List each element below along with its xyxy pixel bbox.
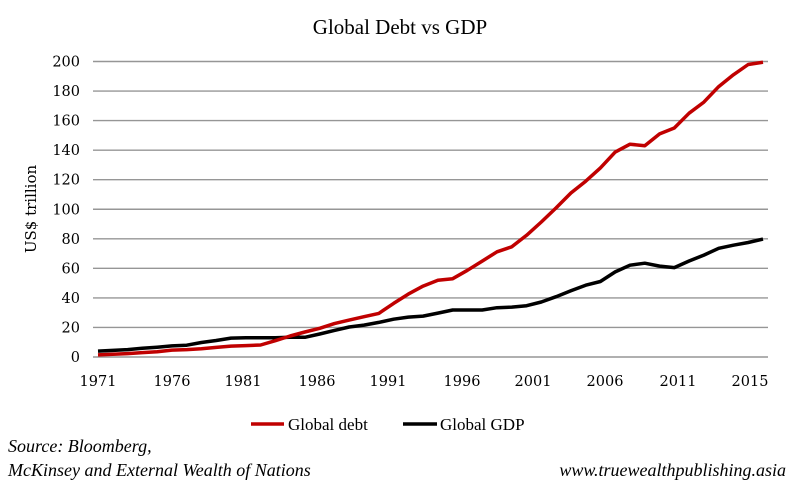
x-tick-label: 1981 [225, 374, 262, 390]
y-tick-label: 120 [52, 173, 80, 189]
x-tick-label: 2006 [587, 374, 624, 390]
y-tick-label: 40 [62, 291, 80, 307]
x-tick-label: 2011 [660, 374, 697, 390]
y-axis-label: US$ trillion [22, 165, 40, 254]
website-credit: www.truewealthpublishing.asia [559, 460, 786, 480]
y-tick-label: 180 [52, 84, 80, 100]
x-tick-label: 1976 [154, 374, 191, 390]
y-tick-label: 80 [62, 232, 80, 248]
y-tick-label: 0 [71, 350, 80, 366]
x-tick-label: 2001 [515, 374, 552, 390]
series-lines [97, 60, 764, 357]
source-line-2: McKinsey and External Wealth of Nations [7, 460, 311, 480]
y-tick-label: 160 [52, 114, 80, 130]
y-axis-ticks: 0 20 40 60 80 100 120 140 160 180 200 [52, 55, 80, 367]
chart-title: Global Debt vs GDP [313, 15, 487, 39]
legend-label-gdp: Global GDP [440, 415, 525, 434]
x-tick-label: 2015 [732, 374, 769, 390]
series-line-global-debt [97, 60, 764, 357]
legend-item-global-gdp: Global GDP [403, 415, 525, 434]
y-tick-label: 20 [62, 320, 80, 336]
y-tick-label: 60 [62, 261, 80, 277]
y-tick-label: 100 [52, 202, 80, 218]
x-tick-label: 1971 [80, 374, 117, 390]
y-tick-label: 140 [52, 143, 80, 159]
source-line-1: Source: Bloomberg, [8, 436, 152, 456]
x-axis-ticks: 1971 1976 1981 1986 1991 1996 2001 2006 2011 2015 [80, 374, 769, 390]
x-tick-label: 1996 [444, 374, 481, 390]
legend-item-global-debt: Global debt [251, 415, 368, 434]
legend: Global debt Global GDP [251, 415, 525, 434]
x-tick-label: 1986 [299, 374, 336, 390]
y-tick-label: 200 [52, 55, 80, 71]
series-line-global-gdp [97, 237, 764, 353]
legend-label-debt: Global debt [288, 415, 368, 434]
gridlines [93, 60, 768, 358]
x-tick-label: 1991 [370, 374, 407, 390]
